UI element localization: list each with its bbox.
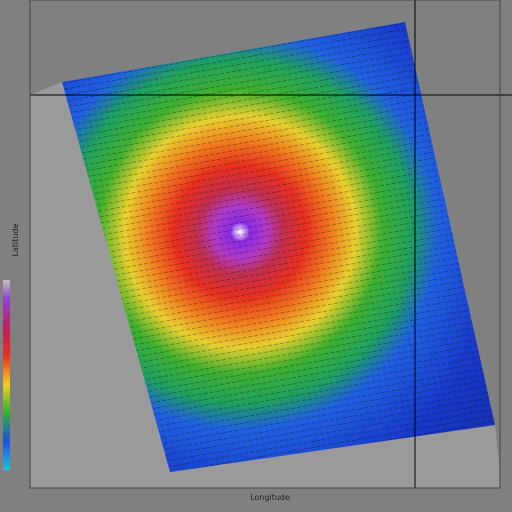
x-axis-label: Longitude <box>250 493 290 502</box>
color-bar <box>3 280 10 470</box>
wind-barbs <box>62 22 495 472</box>
y-axis-label: Latitude <box>11 223 20 256</box>
map-frame <box>29 0 501 489</box>
